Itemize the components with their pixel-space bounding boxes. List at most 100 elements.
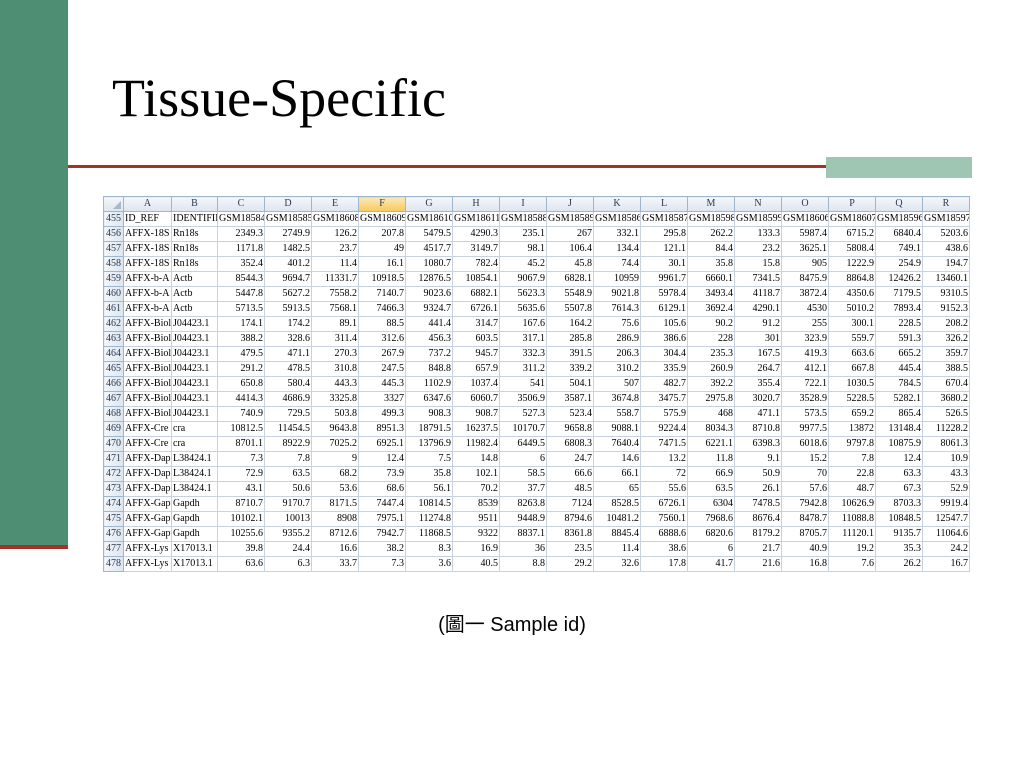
row-header[interactable]: 475 — [103, 511, 124, 527]
cell[interactable]: 386.6 — [640, 331, 688, 347]
cell[interactable]: 106.4 — [546, 241, 594, 257]
cell[interactable]: 355.4 — [734, 376, 782, 392]
cell[interactable]: AFFX-18S — [123, 256, 172, 272]
column-header-k[interactable]: K — [593, 196, 641, 212]
cell[interactable]: 6018.6 — [781, 436, 829, 452]
row-header[interactable]: 468 — [103, 406, 124, 422]
cell[interactable]: 6221.1 — [687, 436, 735, 452]
cell[interactable]: 523.4 — [546, 406, 594, 422]
cell[interactable]: GSM18584 — [217, 211, 265, 227]
cell[interactable]: 8864.8 — [828, 271, 876, 287]
column-header-r[interactable]: R — [922, 196, 970, 212]
cell[interactable]: 9919.4 — [922, 496, 970, 512]
cell[interactable]: 5808.4 — [828, 241, 876, 257]
cell[interactable]: IDENTIFIE — [171, 211, 218, 227]
cell[interactable]: 5479.5 — [405, 226, 453, 242]
cell[interactable]: 8676.4 — [734, 511, 782, 527]
cell[interactable]: 443.3 — [311, 376, 359, 392]
cell[interactable]: 29.2 — [546, 556, 594, 572]
cell[interactable]: 12.4 — [358, 451, 406, 467]
cell[interactable]: 15.2 — [781, 451, 829, 467]
cell[interactable]: 12547.7 — [922, 511, 970, 527]
cell[interactable]: 56.1 — [405, 481, 453, 497]
cell[interactable]: 26.1 — [734, 481, 782, 497]
cell[interactable]: 1222.9 — [828, 256, 876, 272]
cell[interactable]: J04423.1 — [171, 361, 218, 377]
cell[interactable]: 1030.5 — [828, 376, 876, 392]
cell[interactable]: 5978.4 — [640, 286, 688, 302]
cell[interactable]: 8478.7 — [781, 511, 829, 527]
cell[interactable]: 5507.8 — [546, 301, 594, 317]
cell[interactable]: 38.6 — [640, 541, 688, 557]
select-all-corner[interactable] — [103, 196, 124, 212]
cell[interactable]: 38.2 — [358, 541, 406, 557]
row-header[interactable]: 473 — [103, 481, 124, 497]
cell[interactable]: 7341.5 — [734, 271, 782, 287]
column-header-c[interactable]: C — [217, 196, 265, 212]
cell[interactable]: 6304 — [687, 496, 735, 512]
row-header[interactable]: 471 — [103, 451, 124, 467]
cell[interactable]: 8.3 — [405, 541, 453, 557]
cell[interactable]: 659.2 — [828, 406, 876, 422]
cell[interactable]: 41.7 — [687, 556, 735, 572]
cell[interactable]: J04423.1 — [171, 376, 218, 392]
cell[interactable]: 6129.1 — [640, 301, 688, 317]
cell[interactable]: 35.3 — [875, 541, 923, 557]
cell[interactable]: 1482.5 — [264, 241, 312, 257]
cell[interactable]: 63.5 — [264, 466, 312, 482]
cell[interactable]: 328.6 — [264, 331, 312, 347]
cell[interactable]: 49 — [358, 241, 406, 257]
cell[interactable]: 10.9 — [922, 451, 970, 467]
cell[interactable]: 9067.9 — [499, 271, 547, 287]
row-header[interactable]: 462 — [103, 316, 124, 332]
cell[interactable]: 13796.9 — [405, 436, 453, 452]
cell[interactable]: 3692.4 — [687, 301, 735, 317]
cell[interactable]: 48.7 — [828, 481, 876, 497]
cell[interactable]: 11868.5 — [405, 526, 453, 542]
cell[interactable]: GSM18597 — [922, 211, 970, 227]
cell[interactable]: 9021.8 — [593, 286, 641, 302]
cell[interactable]: 908.7 — [452, 406, 500, 422]
cell[interactable]: GSM18587 — [640, 211, 688, 227]
cell[interactable]: 722.1 — [781, 376, 829, 392]
cell[interactable]: 482.7 — [640, 376, 688, 392]
cell[interactable]: 7471.5 — [640, 436, 688, 452]
cell[interactable]: 40.9 — [781, 541, 829, 557]
cell[interactable]: 11088.8 — [828, 511, 876, 527]
cell[interactable]: 37.7 — [499, 481, 547, 497]
cell[interactable]: 8034.3 — [687, 421, 735, 437]
cell[interactable]: 8179.2 — [734, 526, 782, 542]
column-header-a[interactable]: A — [123, 196, 172, 212]
cell[interactable]: 5282.1 — [875, 391, 923, 407]
cell[interactable]: 24.2 — [922, 541, 970, 557]
cell[interactable]: 11274.8 — [405, 511, 453, 527]
cell[interactable]: GSM18596 — [875, 211, 923, 227]
cell[interactable]: AFFX-Dap — [123, 466, 172, 482]
cell[interactable]: 15.8 — [734, 256, 782, 272]
cell[interactable]: 291.2 — [217, 361, 265, 377]
cell[interactable]: 527.3 — [499, 406, 547, 422]
row-header[interactable]: 460 — [103, 286, 124, 302]
cell[interactable]: 3149.7 — [452, 241, 500, 257]
cell[interactable]: Actb — [171, 301, 218, 317]
cell[interactable]: 7466.3 — [358, 301, 406, 317]
cell[interactable]: ID_REF — [123, 211, 172, 227]
row-header[interactable]: 455 — [103, 211, 124, 227]
cell[interactable]: 43.3 — [922, 466, 970, 482]
cell[interactable]: 10875.9 — [875, 436, 923, 452]
cell[interactable]: 7.8 — [828, 451, 876, 467]
cell[interactable]: 267.9 — [358, 346, 406, 362]
cell[interactable]: 945.7 — [452, 346, 500, 362]
cell[interactable]: 65 — [593, 481, 641, 497]
cell[interactable]: 102.1 — [452, 466, 500, 482]
column-header-n[interactable]: N — [734, 196, 782, 212]
cell[interactable]: 24.4 — [264, 541, 312, 557]
cell[interactable]: 1102.9 — [405, 376, 453, 392]
cell[interactable]: X17013.1 — [171, 541, 218, 557]
cell[interactable]: 441.4 — [405, 316, 453, 332]
cell[interactable]: 10626.9 — [828, 496, 876, 512]
cell[interactable]: 9152.3 — [922, 301, 970, 317]
cell[interactable]: 7179.5 — [875, 286, 923, 302]
cell[interactable]: 391.5 — [546, 346, 594, 362]
cell[interactable]: J04423.1 — [171, 316, 218, 332]
